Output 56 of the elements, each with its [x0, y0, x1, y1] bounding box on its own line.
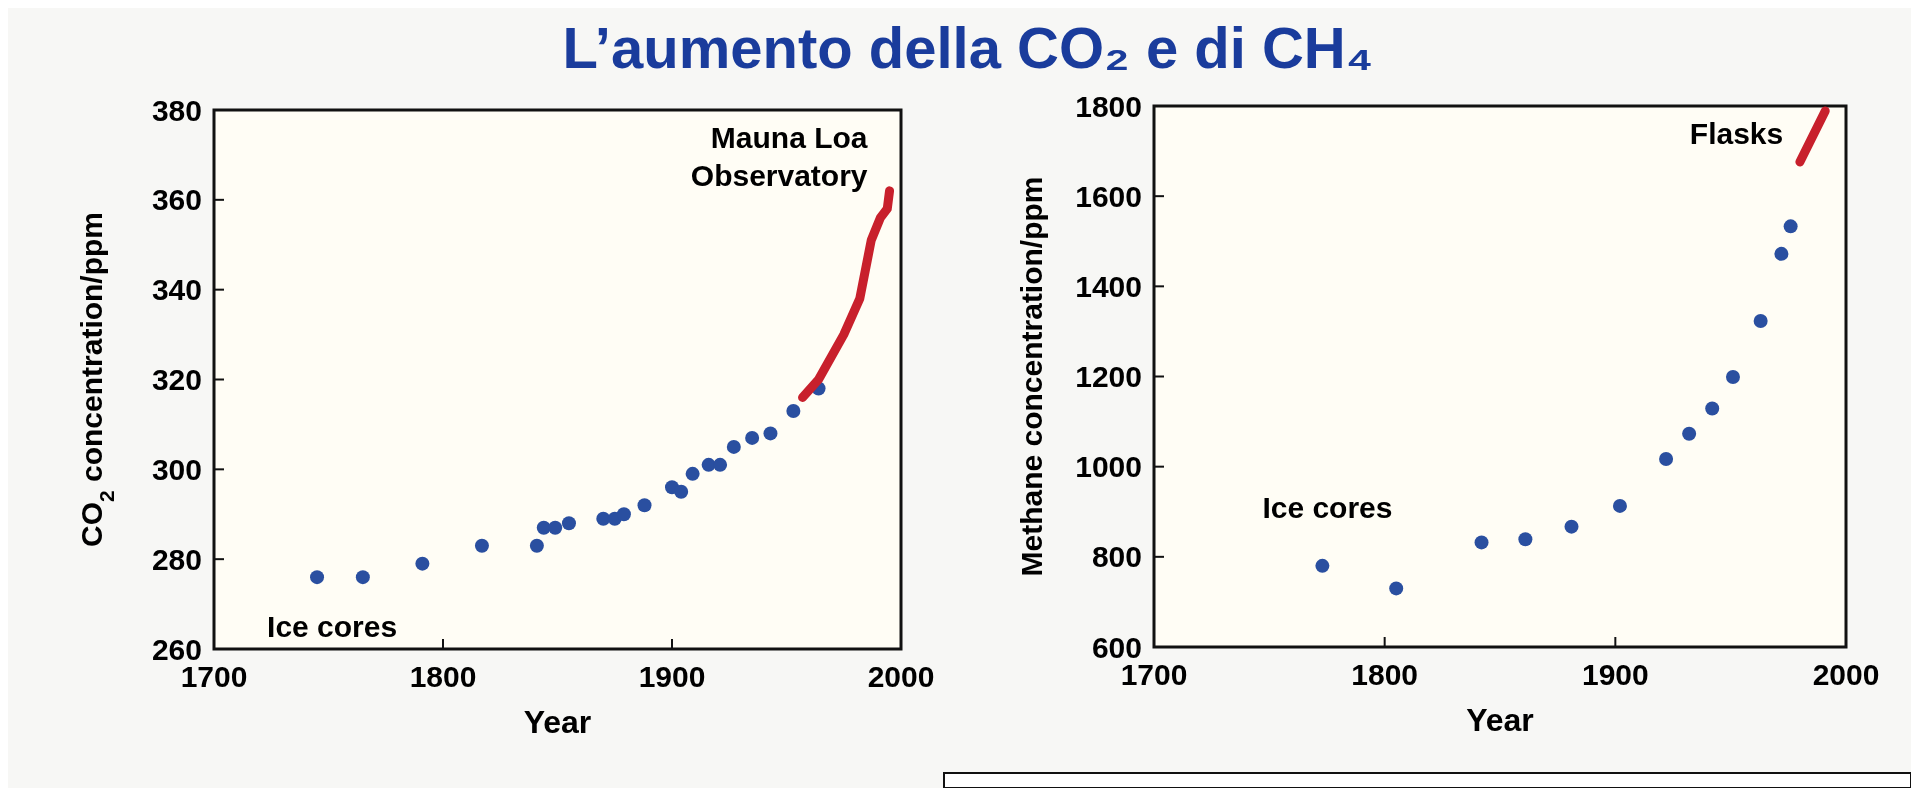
point: [745, 430, 760, 445]
point: [1705, 401, 1720, 416]
point: [1474, 535, 1489, 550]
y-tick-label: 360: [151, 183, 202, 217]
x-axis-title: Year: [1466, 702, 1534, 738]
point: [415, 556, 430, 571]
y-tick-label: 380: [151, 93, 202, 127]
x-tick-label: 1800: [1351, 658, 1419, 691]
x-tick-label: 1900: [638, 660, 706, 693]
series-label: Ice cores: [267, 610, 398, 643]
x-tick-label: 2000: [1812, 658, 1880, 691]
x-tick-label: 1900: [1581, 658, 1649, 691]
chart-title: L’aumento della CO₂ e di CH₄: [562, 15, 1374, 80]
point: [1518, 532, 1533, 547]
point: [637, 498, 652, 513]
point: [726, 439, 741, 454]
x-axis-title: Year: [523, 704, 592, 740]
y-tick-label: 320: [151, 363, 202, 396]
point: [310, 570, 325, 585]
y-tick-label: 1200: [1075, 360, 1142, 393]
point: [616, 507, 631, 522]
point: [713, 457, 728, 472]
point: [685, 466, 700, 481]
y-tick-label: 1800: [1075, 89, 1142, 123]
point: [1612, 498, 1627, 513]
point: [1725, 369, 1740, 384]
point: [1753, 314, 1768, 329]
x-tick-label: 2000: [867, 660, 935, 693]
point: [561, 516, 576, 531]
x-tick-label: 1800: [409, 660, 477, 693]
point: [1389, 581, 1404, 596]
point: [763, 426, 778, 441]
y-tick-label: 280: [151, 542, 202, 576]
series-label: Mauna Loa Observatory: [690, 121, 868, 192]
point: [474, 538, 489, 553]
y-tick-label: 1600: [1075, 179, 1142, 213]
point: [596, 511, 611, 526]
point: [1783, 219, 1798, 234]
point: [674, 484, 689, 499]
point: [548, 520, 563, 535]
y-tick-label: 1400: [1075, 269, 1142, 303]
point: [786, 403, 801, 418]
y-tick-label: 300: [151, 452, 202, 486]
point: [1774, 246, 1789, 261]
y-tick-label: 800: [1091, 540, 1142, 574]
point: [1659, 452, 1674, 466]
point: [1315, 558, 1330, 573]
point: [355, 570, 370, 585]
y-tick-label: 1000: [1075, 450, 1142, 484]
point: [529, 538, 544, 553]
series-label: Flasks: [1689, 117, 1784, 150]
series-label: Ice cores: [1262, 490, 1393, 524]
point: [1682, 426, 1697, 441]
point: [1564, 519, 1579, 534]
y-tick-label: 340: [151, 273, 202, 307]
y-axis-title: Methane concentration/ppm: [1015, 176, 1048, 577]
